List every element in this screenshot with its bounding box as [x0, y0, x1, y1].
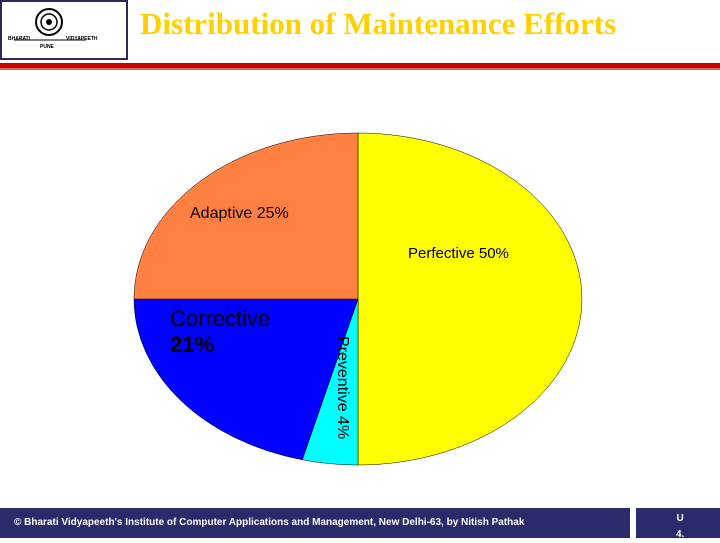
- footer-bar: [0, 508, 630, 538]
- slice-label-corrective: Corrective 21%: [170, 306, 270, 357]
- logo-left-text: BHARATI: [8, 36, 31, 42]
- slice-label-preventive: Preventive 4%: [334, 336, 351, 439]
- title-rule-thin: [0, 68, 720, 70]
- slice-label-adaptive: Adaptive 25%: [190, 205, 289, 222]
- footer-copyright: © Bharati Vidyapeeth's Institute of Comp…: [14, 517, 525, 528]
- slide-title: Distribution of Maintenance Efforts: [140, 6, 617, 41]
- pie-slice-corrective: [133, 298, 359, 461]
- slide-header: BHARATI VIDYAPEETH PUNE Distribution of …: [0, 0, 720, 64]
- slice-label-perfective: Perfective 50%: [408, 245, 509, 262]
- title-rule: [0, 63, 720, 68]
- institute-logo: BHARATI VIDYAPEETH PUNE: [0, 0, 128, 60]
- logo-bottom-text: PUNE: [40, 44, 54, 50]
- logo-emblem-icon: [14, 8, 86, 41]
- pie-slice-perfective: [357, 132, 583, 466]
- logo-right-text: VIDYAPEETH: [66, 36, 98, 42]
- page-number: U 4.: [676, 513, 685, 540]
- page-number-box: [636, 508, 720, 538]
- logo-panel: BHARATI VIDYAPEETH PUNE: [2, 2, 126, 58]
- pie-slice-adaptive: [133, 132, 359, 300]
